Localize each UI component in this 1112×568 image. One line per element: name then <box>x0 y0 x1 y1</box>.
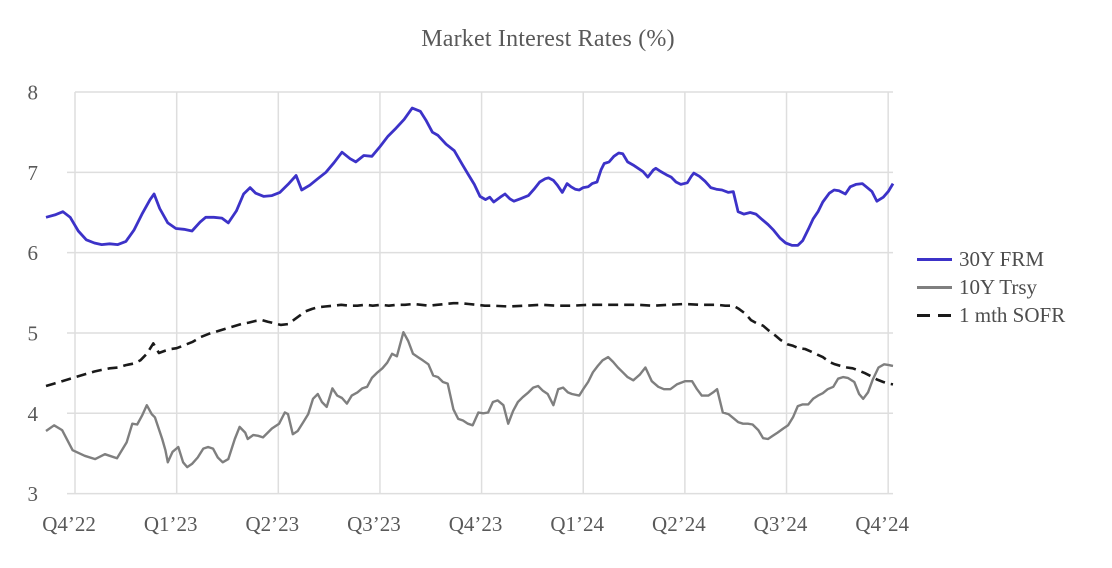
legend-label-1-mth-sofr: 1 mth SOFR <box>959 302 1066 327</box>
legend-label-30y-frm: 30Y FRM <box>959 246 1044 271</box>
y-axis-tick-label: 5 <box>28 321 39 345</box>
y-axis-tick-label: 6 <box>28 241 39 265</box>
legend-line-sample-10y-trsy <box>917 285 952 289</box>
x-axis-tick-label: Q3’24 <box>754 512 808 536</box>
y-axis-tick-label: 4 <box>28 402 39 426</box>
x-axis-tick-label: Q2’24 <box>652 512 706 536</box>
y-axis-tick-label: 3 <box>28 482 39 506</box>
x-axis-tick-label: Q4’23 <box>449 512 503 536</box>
x-axis-tick-label: Q3’23 <box>347 512 401 536</box>
chart-title: Market Interest Rates (%) <box>421 26 675 52</box>
legend-line-sample-30y-frm <box>917 257 952 261</box>
series-line-1-mth-sofr <box>45 301 894 388</box>
legend-item-30y-frm: 30Y FRM <box>917 245 1065 273</box>
legend-item-10y-trsy: 10Y Trsy <box>917 273 1065 301</box>
legend: 30Y FRM 10Y Trsy 1 mth SOFR <box>917 245 1065 329</box>
legend-label-10y-trsy: 10Y Trsy <box>959 274 1038 299</box>
y-axis-tick-label: 7 <box>28 161 39 185</box>
x-axis-tick-label: Q4’22 <box>42 512 96 536</box>
legend-line-sample-1-mth-sofr <box>917 313 952 317</box>
series-line-10y-trsy <box>45 331 894 469</box>
series-line-30y-frm <box>45 106 895 247</box>
x-axis-tick-label: Q1’23 <box>144 512 198 536</box>
legend-item-1-mth-sofr: 1 mth SOFR <box>917 301 1065 329</box>
x-axis-tick-label: Q4’24 <box>855 512 909 536</box>
x-axis-tick-label: Q1’24 <box>550 512 604 536</box>
y-axis-tick-label: 8 <box>28 81 39 105</box>
x-axis-tick-label: Q2’23 <box>245 512 299 536</box>
